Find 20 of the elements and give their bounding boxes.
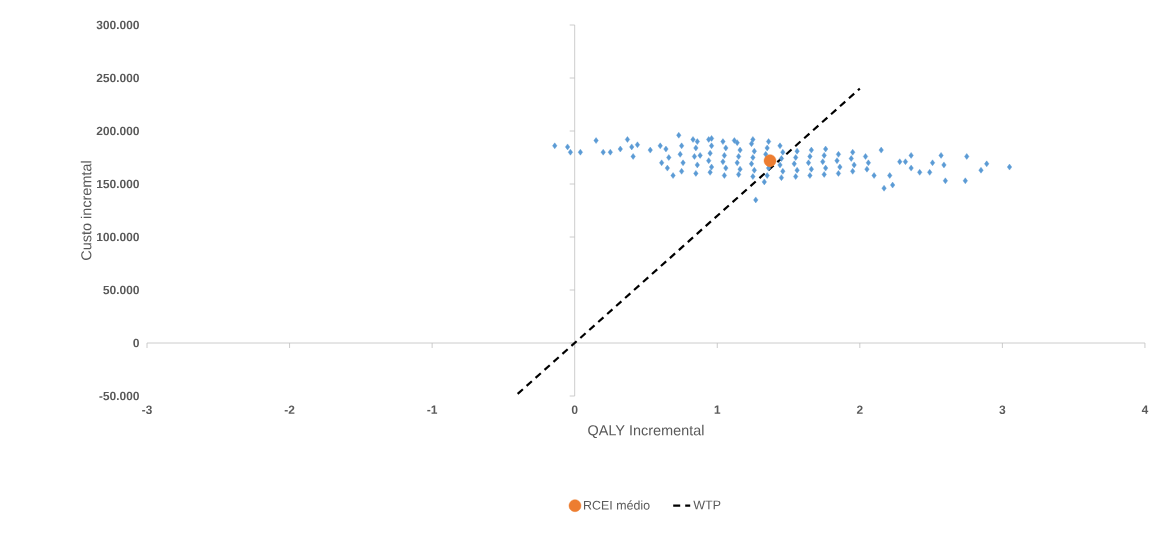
y-axis-title: Custo incremtal <box>80 161 92 260</box>
y-tick-label: -50.000 <box>99 391 139 401</box>
y-tick-label: 300.000 <box>96 20 139 30</box>
x-axis-title: QALY Incremental <box>588 424 704 439</box>
y-tick-label: 50.000 <box>103 285 139 295</box>
x-tick-label: -3 <box>142 405 152 415</box>
x-tick-label: 3 <box>999 405 1006 415</box>
x-tick-label: 0 <box>571 405 578 414</box>
y-tick-label: 0 <box>133 338 139 348</box>
y-tick-label: 150.000 <box>97 179 139 189</box>
x-tick-label: -1 <box>427 405 438 414</box>
x-tick-label: -2 <box>284 405 295 414</box>
legend-label: RCEI médio <box>583 500 650 510</box>
x-tick-label: 4 <box>1141 405 1149 414</box>
y-tick-label: 250.000 <box>96 73 139 83</box>
legend-label: WTP <box>693 500 721 510</box>
y-tick-label: 200.000 <box>96 126 139 136</box>
x-tick-label: 2 <box>856 405 863 414</box>
x-tick-label: 1 <box>714 405 721 414</box>
y-tick-label: 100.000 <box>97 232 139 242</box>
